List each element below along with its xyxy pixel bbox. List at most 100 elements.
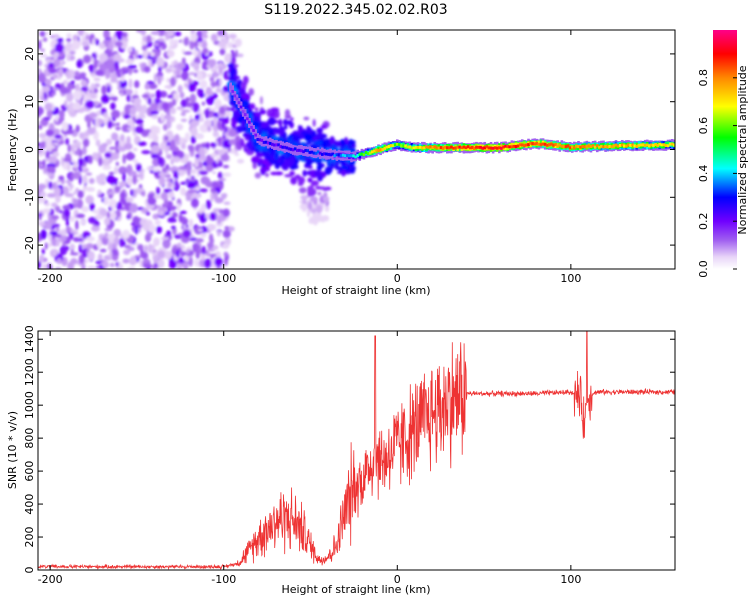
heatmap-cell xyxy=(310,180,319,187)
y-tick-label: 600 xyxy=(23,461,36,482)
heatmap-cell xyxy=(201,245,206,255)
heatmap-cell xyxy=(483,146,487,150)
heatmap-cell xyxy=(256,137,260,141)
heatmap-cell xyxy=(42,37,48,42)
heatmap-cell xyxy=(550,142,553,146)
heatmap-cell xyxy=(104,228,113,232)
heatmap-cell xyxy=(46,166,56,174)
heatmap-cell xyxy=(265,172,269,178)
heatmap-cell xyxy=(55,240,60,247)
heatmap-cell xyxy=(144,244,148,253)
heatmap-cell xyxy=(395,142,399,146)
heatmap-cell xyxy=(288,156,297,166)
heatmap-cell xyxy=(236,53,244,58)
heatmap-cell xyxy=(400,144,403,148)
heatmap-cell xyxy=(141,150,151,155)
heatmap-cell xyxy=(72,90,83,101)
heatmap-cell xyxy=(190,135,197,144)
heatmap-cell xyxy=(654,143,657,147)
heatmap-cell xyxy=(108,242,113,250)
heatmap-cell xyxy=(237,158,245,164)
heatmap-cell xyxy=(307,188,317,196)
heatmap-cell xyxy=(212,116,218,126)
heatmap-cell xyxy=(306,127,313,136)
x-tick-label: 0 xyxy=(394,272,401,285)
heatmap-cell xyxy=(81,41,90,47)
heatmap-cell xyxy=(166,118,172,129)
heatmap-cell xyxy=(51,248,58,257)
heatmap-cell xyxy=(116,122,120,126)
heatmap-cell xyxy=(38,221,46,226)
heatmap-cell xyxy=(147,243,153,254)
heatmap-cell xyxy=(164,212,171,216)
heatmap-cell xyxy=(126,94,131,102)
heatmap-cell xyxy=(290,176,297,185)
heatmap-cell xyxy=(186,180,196,189)
heatmap-cell xyxy=(115,161,119,167)
x-tick-label: -100 xyxy=(211,573,236,586)
heatmap-cell xyxy=(587,144,591,148)
heatmap-cell xyxy=(237,116,243,124)
heatmap-cell xyxy=(166,77,171,83)
heatmap-cell xyxy=(166,49,175,58)
heatmap-cell xyxy=(346,153,349,157)
heatmap-cell xyxy=(212,92,218,100)
heatmap-cell xyxy=(166,200,173,208)
heatmap-cell xyxy=(220,153,230,162)
heatmap-cell xyxy=(650,143,653,147)
heatmap-cell xyxy=(506,145,509,149)
heatmap-cell xyxy=(221,243,230,250)
heatmap-cell xyxy=(129,203,138,214)
heatmap-cell xyxy=(110,152,120,161)
heatmap-cell xyxy=(316,127,323,134)
heatmap-cell xyxy=(70,80,75,85)
snr-y-axis: 0 200 400 600 800 1000 1200 1400 xyxy=(23,325,675,574)
heatmap-cell xyxy=(96,110,102,117)
colorbar-tick-label: 0.4 xyxy=(697,165,710,183)
colorbar: 0.0 0.2 0.4 0.6 0.8 Normalized spectral ampl… xyxy=(697,30,749,278)
heatmap-cell xyxy=(48,242,53,248)
heatmap-cell xyxy=(40,48,46,53)
heatmap-cell xyxy=(174,179,178,189)
heatmap-cell xyxy=(258,138,262,142)
heatmap-cell xyxy=(67,261,75,269)
heatmap-cell xyxy=(173,170,179,180)
heatmap-cell xyxy=(198,92,206,98)
heatmap-cell xyxy=(72,171,81,180)
heatmap-cell xyxy=(131,222,135,226)
heatmap-cell xyxy=(241,119,246,128)
heatmap-cell xyxy=(121,124,130,133)
heatmap-cell xyxy=(645,143,649,147)
heatmap-cell xyxy=(583,145,587,149)
heatmap-cell xyxy=(179,210,187,215)
x-tick-label: -100 xyxy=(211,272,236,285)
heatmap-cell xyxy=(129,106,137,116)
heatmap-cell xyxy=(477,145,480,149)
heatmap-cell xyxy=(96,238,102,249)
heatmap-cell xyxy=(312,119,316,127)
heatmap-cell xyxy=(495,146,499,150)
heatmap-cell xyxy=(235,97,239,101)
heatmap-cell xyxy=(516,144,520,148)
heatmap-cell xyxy=(209,253,217,257)
heatmap-cell xyxy=(303,116,310,121)
heatmap-cell xyxy=(115,201,123,211)
heatmap-cell xyxy=(56,258,62,265)
heatmap-cell xyxy=(224,53,233,64)
heatmap-cell xyxy=(198,156,207,162)
heatmap-cell xyxy=(48,233,52,242)
colorbar-label: Normalized spectral amplitude xyxy=(736,65,749,234)
colorbar-gradient xyxy=(713,30,737,269)
heatmap-cell xyxy=(108,193,113,199)
heatmap-cell xyxy=(564,145,568,149)
heatmap-cell xyxy=(275,143,278,147)
snr-x-label: Height of straight line (km) xyxy=(281,583,430,596)
heatmap-cell xyxy=(458,145,462,149)
heatmap-cell xyxy=(176,169,186,177)
heatmap-cell xyxy=(464,146,468,150)
heatmap-cell xyxy=(106,175,116,184)
heatmap-cell xyxy=(69,216,75,222)
heatmap-cell xyxy=(134,254,142,259)
heatmap-cell xyxy=(274,110,280,118)
heatmap-cell xyxy=(98,42,106,49)
